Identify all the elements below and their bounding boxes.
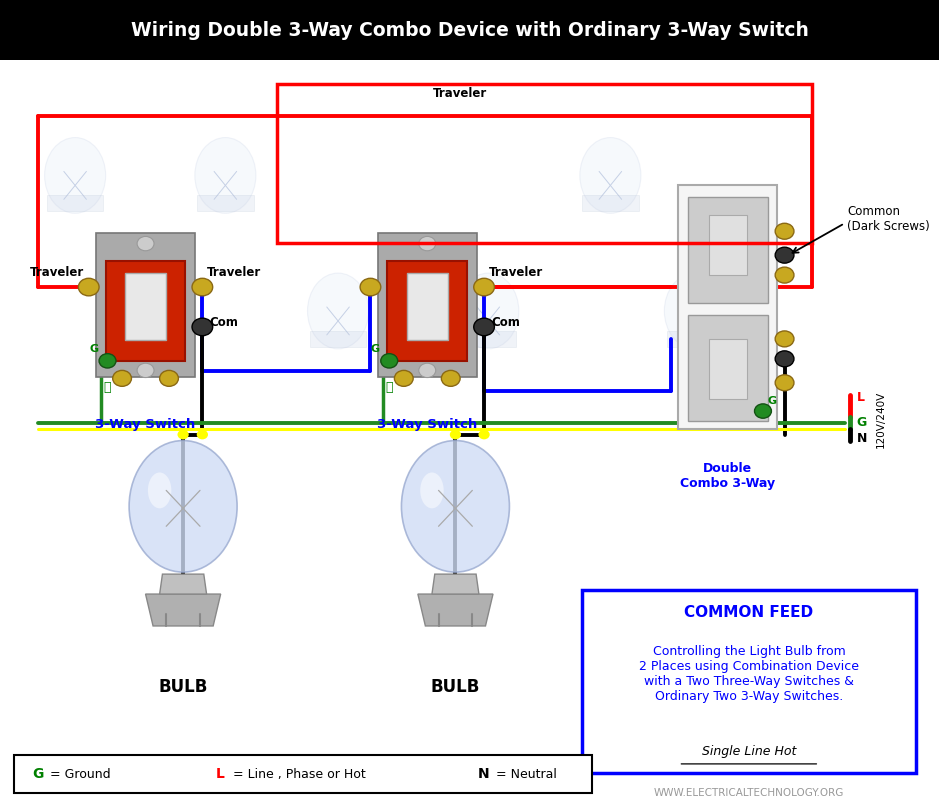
Bar <box>388 261 467 361</box>
Ellipse shape <box>129 441 238 572</box>
Text: WWW.ELECTRICALTECHNOLOGY.ORG: WWW.ELECTRICALTECHNOLOGY.ORG <box>654 788 844 798</box>
Polygon shape <box>145 594 220 626</box>
Text: Common
(Dark Screws): Common (Dark Screws) <box>847 206 930 234</box>
Ellipse shape <box>148 473 171 508</box>
Circle shape <box>79 278 99 296</box>
Bar <box>96 234 195 377</box>
Circle shape <box>394 370 413 386</box>
Circle shape <box>178 430 189 439</box>
Bar <box>460 331 517 347</box>
Bar <box>688 315 768 421</box>
Circle shape <box>99 354 116 368</box>
Text: BULB: BULB <box>159 678 208 696</box>
Polygon shape <box>418 594 493 626</box>
Bar <box>277 84 812 243</box>
Text: L: L <box>217 767 225 782</box>
Bar <box>678 186 777 429</box>
Text: G: G <box>768 396 777 406</box>
Ellipse shape <box>402 441 509 572</box>
Circle shape <box>775 223 794 239</box>
Text: Wiring Double 3-Way Combo Device with Ordinary 3-Way Switch: Wiring Double 3-Way Combo Device with Or… <box>130 21 808 40</box>
Ellipse shape <box>664 273 726 349</box>
Circle shape <box>775 267 794 283</box>
Ellipse shape <box>195 138 256 214</box>
Text: G: G <box>89 344 98 354</box>
Bar <box>105 261 185 361</box>
Circle shape <box>754 404 771 418</box>
Ellipse shape <box>580 138 641 214</box>
Bar <box>0 0 939 60</box>
Text: Com: Com <box>210 317 238 330</box>
FancyBboxPatch shape <box>582 590 916 774</box>
Text: G: G <box>856 416 866 429</box>
Text: Com: Com <box>491 317 521 330</box>
Text: Traveler: Traveler <box>488 266 543 279</box>
Bar <box>378 234 477 377</box>
Text: L: L <box>856 390 864 404</box>
Circle shape <box>192 318 213 336</box>
Ellipse shape <box>458 273 519 349</box>
Circle shape <box>775 374 794 390</box>
Text: = Line , Phase or Hot: = Line , Phase or Hot <box>233 768 366 781</box>
Circle shape <box>775 331 794 347</box>
Text: Double
Combo 3-Way: Double Combo 3-Way <box>680 462 775 490</box>
Text: Traveler: Traveler <box>207 266 261 279</box>
Bar <box>709 215 747 275</box>
Circle shape <box>775 351 794 367</box>
Ellipse shape <box>45 138 105 214</box>
Bar <box>198 195 254 211</box>
Text: N: N <box>478 767 489 782</box>
Text: Traveler: Traveler <box>29 266 84 279</box>
Bar <box>688 198 768 303</box>
Circle shape <box>775 247 794 263</box>
Text: N: N <box>856 432 866 445</box>
Text: ⏚: ⏚ <box>104 381 111 394</box>
Circle shape <box>137 237 154 250</box>
Circle shape <box>474 318 494 336</box>
Text: COMMON FEED: COMMON FEED <box>684 605 813 620</box>
Text: Single Line Hot: Single Line Hot <box>702 745 796 758</box>
Circle shape <box>479 430 489 439</box>
Bar <box>709 339 747 398</box>
Bar <box>124 273 166 341</box>
Text: 3-Way Switch: 3-Way Switch <box>377 418 478 431</box>
Text: 120V/240V: 120V/240V <box>876 391 886 448</box>
Text: Traveler: Traveler <box>433 86 487 100</box>
Text: 3-Way Switch: 3-Way Switch <box>95 418 196 431</box>
Circle shape <box>474 278 494 296</box>
Circle shape <box>419 237 436 250</box>
Circle shape <box>381 354 398 368</box>
Circle shape <box>192 278 213 296</box>
Polygon shape <box>160 574 206 594</box>
Text: Controlling the Light Bulb from
2 Places using Combination Device
with a Two Thr: Controlling the Light Bulb from 2 Places… <box>639 645 859 702</box>
FancyBboxPatch shape <box>14 755 592 794</box>
Bar <box>582 195 638 211</box>
Circle shape <box>137 363 154 378</box>
Text: = Ground: = Ground <box>49 768 110 781</box>
Bar <box>667 331 723 347</box>
Circle shape <box>442 370 460 386</box>
Text: BULB: BULB <box>430 678 480 696</box>
Circle shape <box>197 430 208 439</box>
Bar <box>310 331 366 347</box>
Circle shape <box>449 430 461 439</box>
Circle shape <box>113 370 131 386</box>
Bar <box>407 273 447 341</box>
Text: G: G <box>32 767 44 782</box>
Circle shape <box>419 363 436 378</box>
Ellipse shape <box>420 473 444 508</box>
Text: ⏚: ⏚ <box>386 381 393 394</box>
Text: = Neutral: = Neutral <box>496 768 557 781</box>
Ellipse shape <box>308 273 369 349</box>
Bar <box>47 195 104 211</box>
Text: G: G <box>370 344 380 354</box>
Polygon shape <box>432 574 479 594</box>
Circle shape <box>160 370 179 386</box>
Circle shape <box>360 278 381 296</box>
